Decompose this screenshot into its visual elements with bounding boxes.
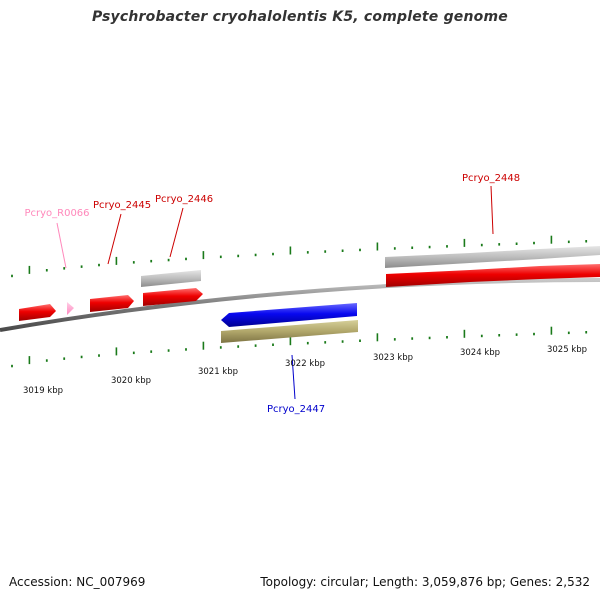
genome-summary: Topology: circular; Length: 3,059,876 bp… — [260, 575, 590, 589]
gene-label-r0066: Pcryo_R0066 — [24, 208, 89, 219]
genome-title: Psychrobacter cryohalolentis K5, complet… — [92, 9, 508, 25]
gene-arrow-2446 — [143, 288, 203, 306]
leader-2447 — [291, 354, 296, 400]
leader-2448 — [490, 185, 494, 235]
rna-arrow-r0066 — [67, 302, 74, 315]
gene-label-2446: Pcryo_2446 — [155, 194, 213, 205]
axis-label: 3023 kbp — [373, 353, 413, 363]
gene-arrow-2447 — [221, 303, 357, 327]
gene-arrow-2448 — [386, 264, 600, 287]
accession-label: Accession: NC_007969 — [9, 575, 146, 589]
gene-label-2448: Pcryo_2448 — [462, 173, 520, 184]
axis-label: 3021 kbp — [198, 367, 238, 377]
axis-label: 3022 kbp — [285, 359, 325, 369]
inner-tick-ring — [11, 326, 588, 368]
leader-2446 — [169, 207, 184, 258]
gc-bar-2448 — [385, 246, 600, 268]
gene-label-2445: Pcryo_2445 — [93, 200, 151, 211]
outer-tick-ring — [11, 235, 588, 278]
axis-label: 3024 kbp — [460, 348, 500, 358]
axis-label: 3020 kbp — [111, 376, 151, 386]
gene-label-2447: Pcryo_2447 — [267, 404, 325, 415]
gc-bar-2447 — [221, 320, 358, 343]
axis-label: 3019 kbp — [23, 386, 63, 396]
leader-2445 — [107, 213, 122, 265]
leader-r0066 — [56, 222, 67, 269]
gene-arrow-left — [19, 304, 56, 321]
gc-bar-2446 — [141, 270, 201, 287]
genome-backbone — [0, 278, 600, 332]
axis-label: 3025 kbp — [547, 345, 587, 355]
gene-arrow-2445 — [90, 295, 134, 312]
